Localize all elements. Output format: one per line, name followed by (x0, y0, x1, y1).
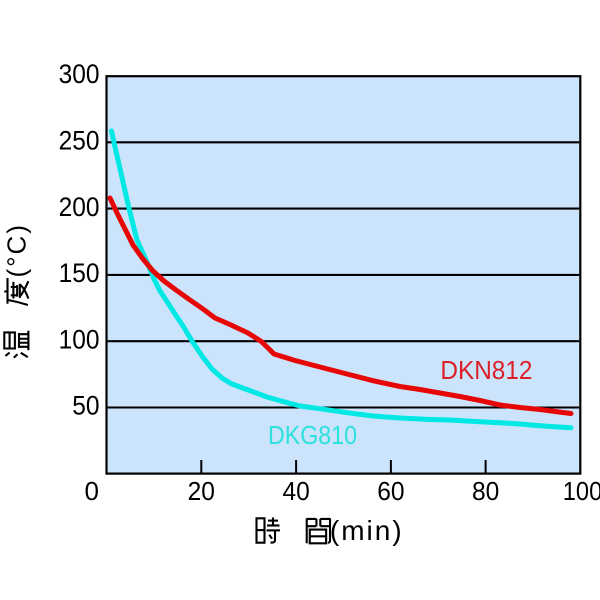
svg-text:100: 100 (59, 324, 100, 354)
svg-text:80: 80 (472, 476, 499, 506)
svg-text:250: 250 (59, 126, 100, 156)
svg-text:0: 0 (85, 476, 99, 506)
svg-text:50: 50 (72, 391, 99, 421)
svg-text:(min): (min) (330, 515, 404, 546)
svg-text:(°C): (°C) (2, 223, 32, 278)
svg-text:300: 300 (59, 59, 100, 89)
svg-text:150: 150 (59, 258, 100, 288)
svg-text:20: 20 (188, 476, 215, 506)
svg-text:DKG810: DKG810 (268, 420, 357, 450)
svg-text:60: 60 (377, 476, 404, 506)
svg-text:40: 40 (282, 476, 309, 506)
svg-text:DKN812: DKN812 (440, 355, 532, 385)
svg-text:100: 100 (563, 476, 600, 506)
svg-text:200: 200 (59, 192, 100, 222)
